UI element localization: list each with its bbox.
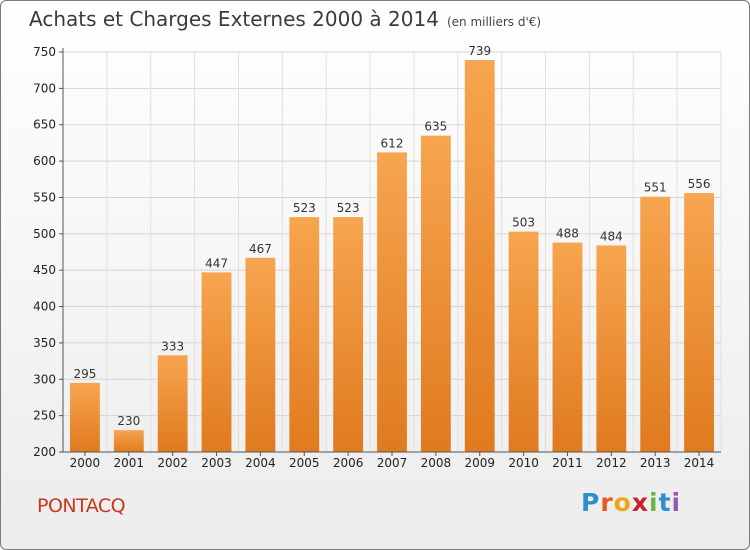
x-tick-label: 2013: [640, 456, 671, 470]
data-label: 503: [512, 216, 535, 230]
x-tick-label: 2007: [377, 456, 408, 470]
bar: [377, 152, 407, 452]
bar: [333, 217, 364, 452]
data-label: 523: [293, 201, 316, 215]
x-tick-label: 2009: [464, 456, 495, 470]
x-tick-label: 2005: [289, 456, 320, 470]
data-label: 635: [424, 120, 447, 134]
axes: 200 250 300 350 400 450 500 550 600 650 700 750 2000…: [33, 45, 721, 470]
y-tick-label: 250: [33, 409, 56, 423]
x-tick-label: 2004: [245, 456, 276, 470]
bars: 295 230 333 447 467 523 523 612 635 739 503 488 484 5…: [70, 44, 714, 453]
y-tick-label: 700: [33, 81, 56, 95]
data-label: 333: [161, 339, 184, 353]
y-tick-label: 600: [33, 154, 56, 168]
y-tick-label: 550: [33, 190, 56, 204]
y-tick-label: 450: [33, 263, 56, 277]
unit-label: (en milliers d'€): [446, 15, 542, 29]
x-tick-label: 2001: [114, 456, 145, 470]
bar: [113, 430, 144, 452]
proxiti-logo: Proxiti: [581, 488, 681, 517]
bar: [420, 135, 451, 453]
commune-name: PONTACQ: [37, 495, 126, 517]
y-tick-label: 750: [33, 45, 56, 59]
y-tick-label: 300: [33, 372, 56, 386]
x-tick-label: 2003: [201, 456, 232, 470]
bar: [70, 382, 100, 452]
logo-letter: P: [581, 488, 601, 517]
title-text: Achats et Charges Externes 2000 à 2014: [29, 7, 439, 31]
x-tick-label: 2008: [421, 456, 452, 470]
data-label: 467: [249, 242, 272, 256]
bar: [289, 217, 320, 452]
logo-letter: t: [658, 488, 672, 517]
y-tick-label: 350: [33, 336, 56, 350]
data-label: 295: [73, 367, 96, 381]
bar: [157, 355, 188, 452]
data-label: 488: [556, 227, 579, 241]
bar: [508, 231, 539, 452]
bar: [640, 196, 671, 452]
data-label: 447: [205, 256, 228, 270]
bar: [464, 60, 495, 452]
logo-letter: i: [649, 488, 659, 517]
data-label: 739: [468, 44, 491, 58]
y-tick-label: 400: [33, 300, 56, 314]
chart-title: Achats et Charges Externes 2000 à 2014 (e…: [29, 7, 541, 31]
data-label: 484: [600, 229, 623, 243]
logo-letter: i: [671, 488, 682, 517]
y-tick-label: 500: [33, 227, 56, 241]
bar: [201, 272, 232, 452]
x-tick-label: 2006: [333, 456, 364, 470]
data-label: 612: [381, 136, 404, 150]
data-label: 556: [688, 177, 711, 191]
logo-letter: x: [631, 488, 649, 517]
x-tick-label: 2000: [70, 456, 101, 470]
bar: [684, 193, 714, 452]
y-tick-label: 650: [33, 118, 56, 132]
data-label: 551: [644, 181, 667, 195]
x-tick-label: 2011: [552, 456, 583, 470]
x-tick-label: 2002: [157, 456, 188, 470]
x-tick-label: 2012: [596, 456, 627, 470]
x-tick-label: 2010: [508, 456, 539, 470]
bar: [596, 245, 627, 452]
bar: [552, 242, 583, 452]
bar: [245, 257, 276, 452]
data-label: 523: [337, 201, 360, 215]
x-tick-label: 2014: [684, 456, 715, 470]
logo-letter: r: [600, 488, 614, 517]
logo-letter: o: [613, 488, 632, 517]
data-label: 230: [117, 414, 140, 428]
y-tick-label: 200: [33, 445, 56, 459]
